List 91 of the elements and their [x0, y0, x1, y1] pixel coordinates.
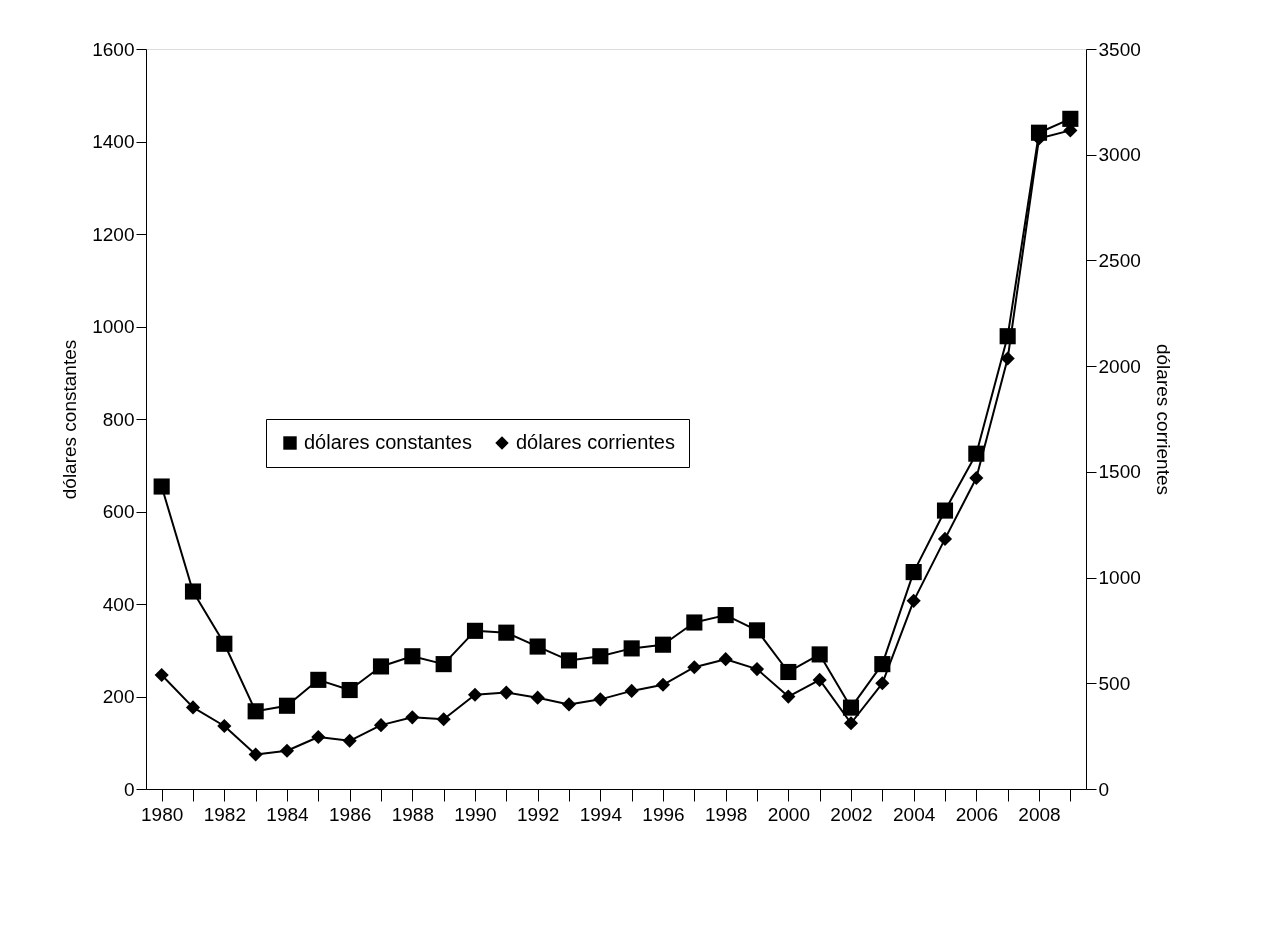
point — [405, 710, 420, 725]
point — [717, 607, 734, 624]
y2-tick-label: 500 — [1098, 672, 1131, 694]
x-tick-label: 1992 — [517, 803, 560, 825]
x-tick-label: 2004 — [893, 803, 936, 825]
point — [184, 583, 202, 600]
point — [372, 658, 390, 675]
point — [279, 743, 295, 758]
y2-tick-label: 1500 — [1098, 461, 1141, 483]
point — [247, 703, 264, 720]
y2-tick-label: 3000 — [1098, 144, 1141, 166]
x-tick-label: 2008 — [1018, 803, 1061, 825]
point — [592, 648, 609, 665]
point — [342, 733, 357, 748]
point — [748, 622, 766, 639]
point — [593, 692, 608, 707]
point — [686, 614, 703, 631]
legend-label: dólares corrientes — [516, 431, 675, 453]
point — [467, 687, 483, 702]
x-tick-label: 2000 — [767, 803, 810, 825]
y-tick-label: 200 — [102, 686, 135, 707]
y2-axis-title: dólares corrientes — [1152, 343, 1174, 496]
point — [341, 681, 358, 699]
point — [499, 685, 514, 700]
y2-tick-label: 0 — [1098, 778, 1110, 800]
x-tick-label: 1994 — [579, 803, 623, 825]
point — [842, 699, 860, 716]
point — [749, 662, 765, 677]
x-tick-label: 1998 — [705, 803, 748, 825]
x-tick-label: 2002 — [830, 803, 873, 825]
legend-label: dólares constantes — [304, 431, 472, 453]
y-tick-label: 800 — [102, 408, 135, 430]
point — [217, 718, 232, 734]
point — [936, 502, 954, 519]
point — [153, 478, 170, 495]
point — [781, 689, 796, 704]
point — [310, 671, 327, 688]
point — [906, 593, 921, 608]
point — [905, 564, 922, 581]
x-tick-label: 1982 — [203, 803, 246, 825]
point — [311, 729, 326, 745]
point — [436, 712, 451, 727]
point — [154, 667, 169, 683]
y-axis-title: dólares constantes — [59, 339, 81, 500]
point — [466, 622, 484, 639]
point — [937, 531, 953, 546]
point — [373, 718, 389, 733]
y2-tick-label: 3500 — [1098, 38, 1141, 60]
point — [655, 677, 671, 692]
point — [1000, 351, 1015, 366]
point — [718, 652, 733, 667]
y-tick-label: 1200 — [92, 223, 135, 245]
point — [1062, 110, 1079, 127]
y-tick-label: 1000 — [92, 316, 135, 337]
point — [404, 648, 421, 665]
x-tick-label: 1980 — [141, 803, 184, 825]
point — [969, 470, 984, 486]
point — [561, 697, 577, 712]
x-tick-label: 1986 — [329, 803, 372, 825]
point — [248, 747, 263, 762]
y2-tick-label: 1000 — [1098, 567, 1141, 589]
point — [216, 635, 233, 652]
point — [435, 656, 452, 673]
point — [623, 640, 640, 657]
y2-tick-label: 2000 — [1098, 355, 1141, 377]
point — [687, 660, 702, 675]
y-tick-label: 1600 — [92, 38, 135, 60]
y-tick-label: 0 — [123, 778, 135, 800]
point — [560, 652, 578, 669]
point — [843, 716, 859, 731]
point — [624, 683, 639, 698]
x-tick-label: 1990 — [454, 803, 497, 825]
point — [780, 663, 797, 681]
y-tick-label: 600 — [102, 501, 135, 522]
x-tick-label: 2006 — [955, 803, 998, 825]
point — [654, 636, 672, 653]
point — [529, 638, 546, 655]
y-tick-label: 1400 — [92, 131, 135, 152]
x-tick-label: 1996 — [642, 803, 685, 825]
x-tick-label: 1988 — [391, 803, 434, 825]
point — [812, 672, 827, 687]
point — [875, 676, 890, 691]
point — [185, 700, 201, 715]
point — [498, 624, 515, 641]
x-tick-label: 1984 — [266, 803, 310, 825]
y-tick-label: 400 — [102, 593, 135, 615]
y2-tick-label: 2500 — [1098, 249, 1141, 271]
point — [530, 690, 545, 705]
point — [874, 656, 891, 673]
point — [811, 646, 828, 663]
point — [278, 697, 296, 714]
